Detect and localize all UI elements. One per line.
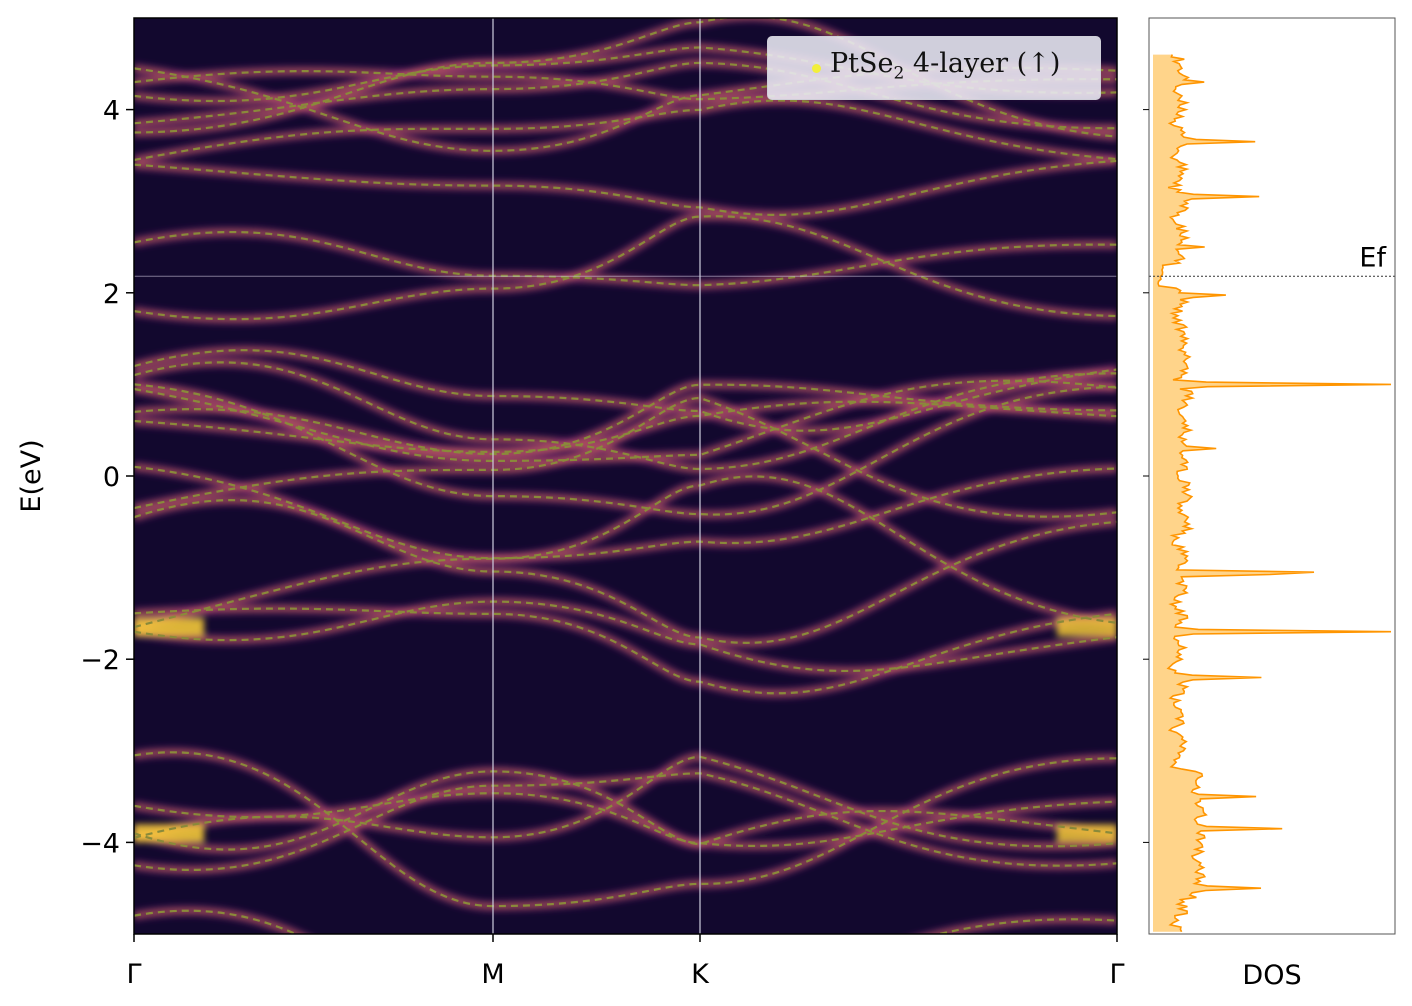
valence-band-17 [134, 755, 1117, 848]
conduction-band-6 [134, 99, 1117, 162]
valence-band-15 [134, 792, 1117, 848]
dos-panel: Ef DOS [1143, 17, 1396, 991]
valence-band-12 [134, 475, 1117, 629]
y-tick-label-3: 2 [103, 279, 120, 310]
legend-label-subscript: 2 [893, 63, 905, 84]
y-tick-label-4: 4 [103, 96, 120, 127]
valence-band-6 [134, 383, 1117, 456]
valence-band-11 [134, 607, 1117, 695]
conduction-band-3 [134, 46, 1117, 103]
x-tick-label-2: K [691, 959, 710, 990]
dos-energy-ticks [1143, 109, 1149, 843]
flat-band-glow-left-1 [134, 618, 204, 637]
valence-band-9-glow-core [134, 395, 1117, 519]
valence-band-10 [134, 499, 1117, 644]
energy-axis: −4 −2 0 2 4 [80, 96, 134, 859]
valence-band-18 [134, 772, 1117, 871]
flat-band-glow-right-1 [1057, 618, 1117, 637]
y-tick-label-0: −4 [80, 828, 120, 859]
valence-band-13 [134, 600, 1117, 673]
valence-band-1 [134, 215, 1117, 321]
conduction-band-7 [134, 159, 1117, 216]
valence-band-16 [134, 770, 1117, 851]
dos-axis-label: DOS [1242, 960, 1301, 991]
flat-band-glow-left-2 [134, 824, 204, 843]
valence-band-8 [134, 465, 1117, 560]
x-tick-label-3: Γ [1109, 959, 1124, 990]
fermi-label: Ef [1359, 242, 1387, 273]
dos-fill-area [1153, 54, 1391, 932]
dos-curve [1157, 54, 1392, 933]
high-symmetry-lines [492, 18, 701, 934]
conduction-band-8 [134, 230, 1117, 287]
valence-band-2 [134, 349, 1117, 432]
legend-label: PtSe2 4-layer (↑) [830, 48, 1060, 83]
legend-marker-icon [812, 64, 821, 73]
x-tick-label-0: Γ [126, 959, 141, 990]
x-tick-label-1: M [481, 959, 504, 990]
y-tick-label-1: −2 [80, 645, 120, 676]
legend [767, 36, 1101, 100]
valence-band-5 [134, 379, 1117, 463]
legend-label-main: PtSe [830, 48, 894, 79]
valence-band-3 [134, 361, 1117, 471]
band-panel: −4 −2 0 2 4 Γ M K Γ E(eV) [16, 17, 1125, 990]
valence-band-7 [134, 400, 1117, 454]
legend-label-rest: 4-layer (↑) [904, 48, 1061, 79]
y-tick-label-2: 0 [103, 462, 120, 493]
conduction-band-4 [134, 61, 1117, 130]
y-axis-label: E(eV) [16, 439, 47, 512]
